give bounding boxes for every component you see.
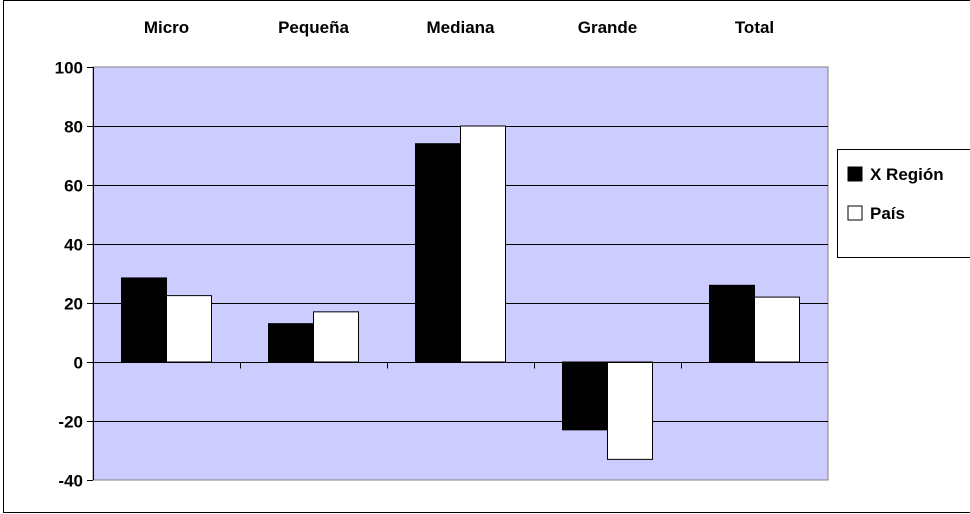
bar-series-2-total [754,296,800,363]
y-tick-label: 80 [64,118,83,137]
bar-series-2-micro [166,295,212,363]
legend-swatch-series-1 [847,166,863,182]
category-label: Total [735,18,774,37]
category-labels: Micro Pequeña Mediana Grande Total [144,18,774,37]
bar-series-1-total [709,284,755,363]
y-tick-label: 40 [64,236,83,255]
category-label: Pequeña [278,18,349,37]
y-tick-label: 60 [64,177,83,196]
y-tick-label: 0 [74,354,83,373]
y-tick-label: -40 [58,472,83,491]
category-label: Mediana [426,18,495,37]
axes [93,67,828,480]
legend-label-series-1: X Región [870,165,944,184]
bar-series-2-mediana [460,125,506,363]
y-tick-label: 20 [64,295,83,314]
y-tick-label: -20 [58,413,83,432]
y-tick-labels: 100 80 60 40 20 0 -20 -40 [55,59,83,491]
chart-frame [3,0,970,513]
category-label: Grande [578,18,638,37]
bars [121,125,800,460]
bar-series-2-grande [607,361,653,460]
bar-series-1-mediana [415,143,461,363]
legend: X Región País [837,149,970,258]
bar-series-1-pequeña [268,323,314,363]
legend-label-series-2: País [870,204,905,223]
y-tick-label: 100 [55,59,83,78]
bar-series-2-pequeña [313,311,359,363]
category-label: Micro [144,18,189,37]
legend-swatch-series-2 [847,205,863,221]
bar-series-1-grande [562,361,608,431]
bar-series-1-micro [121,277,167,363]
